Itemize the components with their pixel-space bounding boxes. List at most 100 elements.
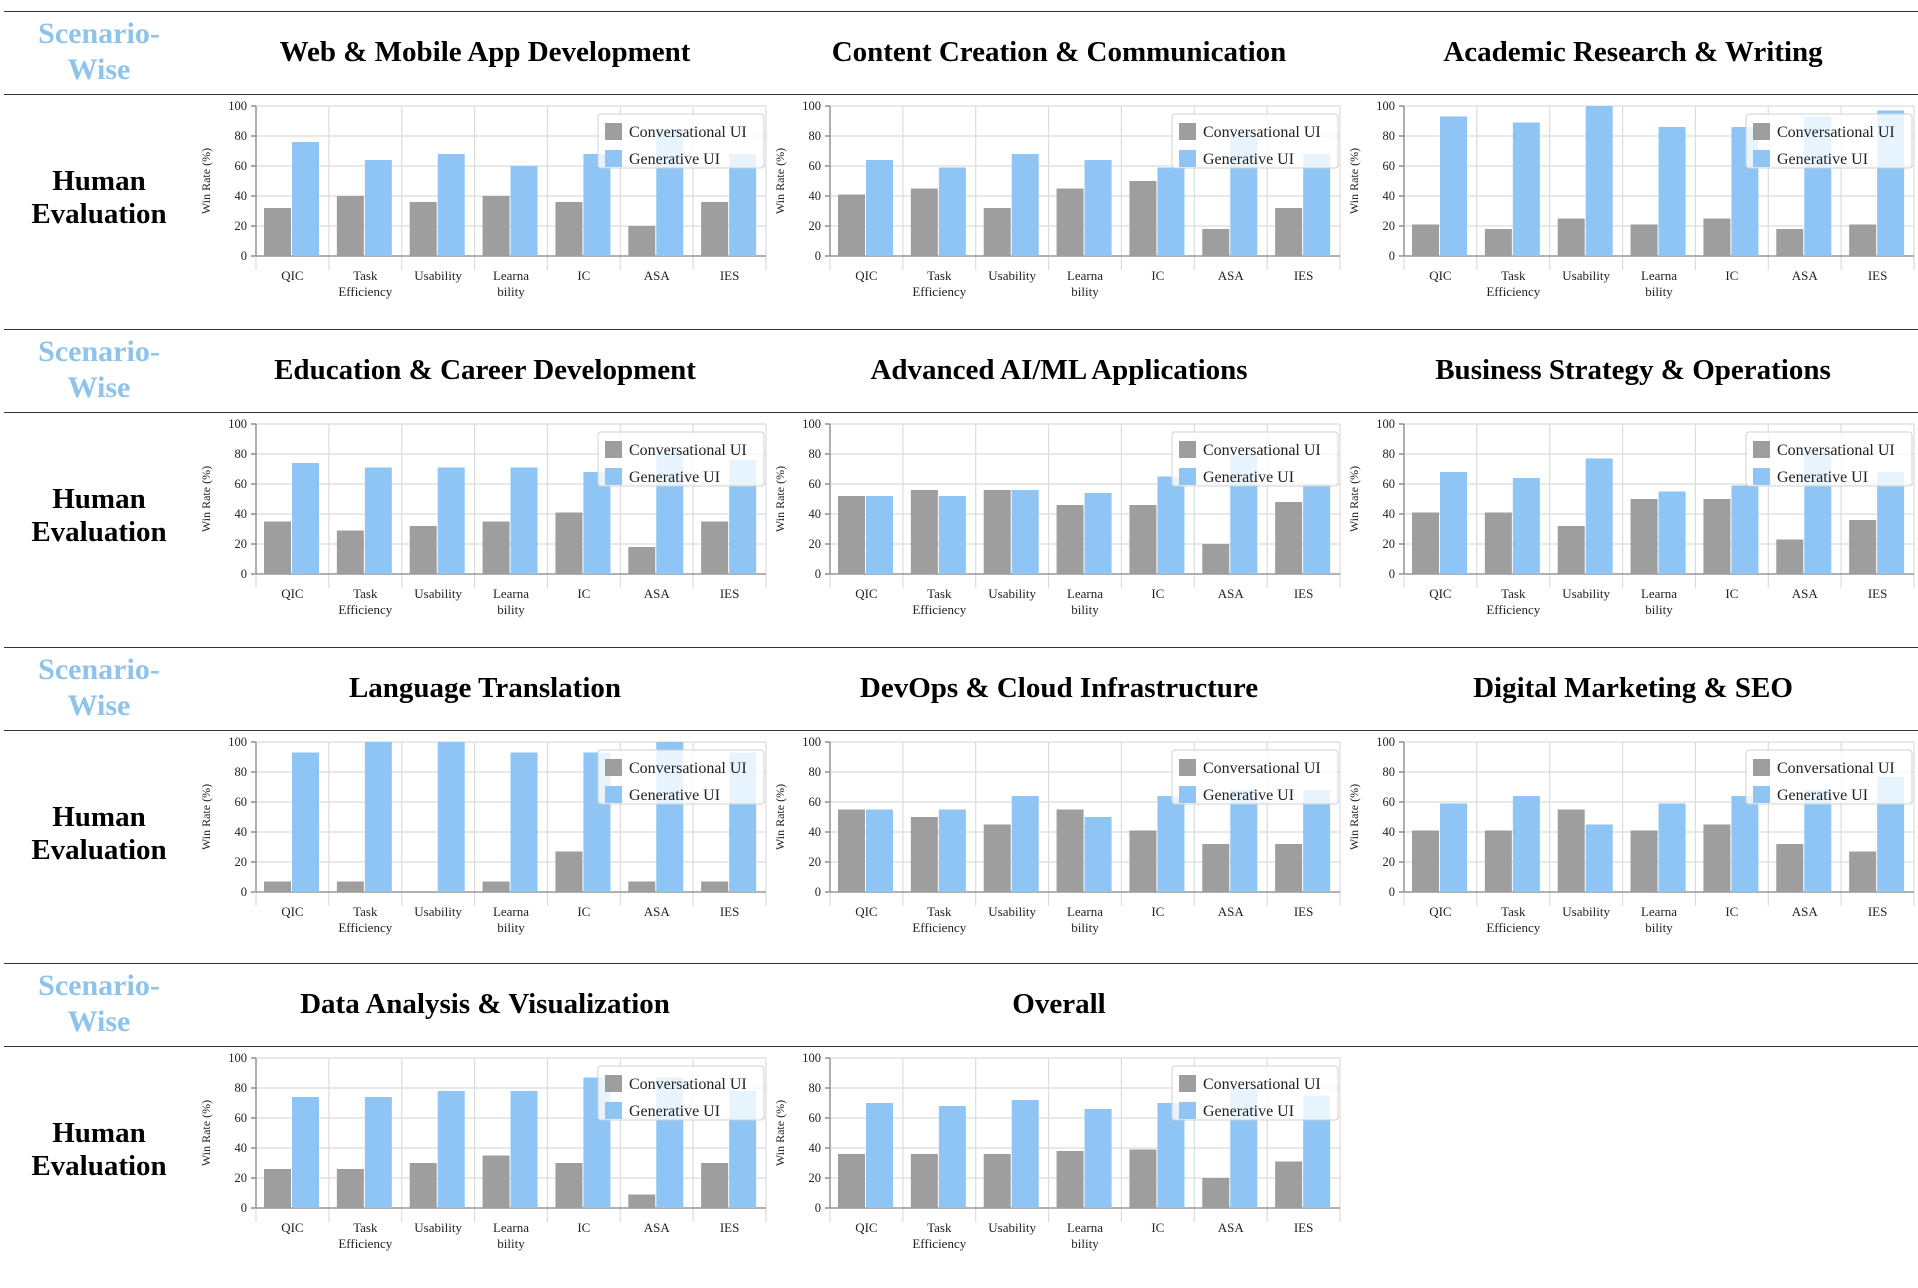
x-tick-label: Usability xyxy=(988,268,1036,283)
x-tick-label: IES xyxy=(720,1220,740,1235)
y-axis-label: Win Rate (%) xyxy=(1347,148,1361,214)
legend-swatch xyxy=(1179,150,1196,167)
bar-generative xyxy=(866,160,893,256)
y-axis-label: Win Rate (%) xyxy=(199,466,213,532)
legend-swatch xyxy=(1179,786,1196,803)
y-tick-label: 60 xyxy=(809,159,822,173)
bar-conversational xyxy=(555,202,583,256)
bar-conversational xyxy=(1630,224,1658,256)
bar-conversational xyxy=(910,1154,938,1208)
bar-generative xyxy=(364,742,392,892)
x-tick-label: Learna xyxy=(1067,904,1103,919)
x-tick-label: bility xyxy=(497,1236,525,1251)
bar-generative xyxy=(1585,106,1613,256)
bar-conversational xyxy=(1275,844,1303,892)
y-axis-label: Win Rate (%) xyxy=(1347,466,1361,532)
row-mid-rule xyxy=(4,1046,1918,1047)
x-tick-label: bility xyxy=(1645,284,1673,299)
bar-generative xyxy=(1303,790,1331,892)
legend-swatch xyxy=(1753,759,1770,776)
y-tick-label: 40 xyxy=(809,189,822,203)
x-tick-label: Efficiency xyxy=(912,920,966,935)
bar-conversational xyxy=(701,521,729,574)
bar-conversational xyxy=(1275,208,1303,256)
legend-entry: Generative UI xyxy=(1203,787,1294,804)
bar-generative xyxy=(292,1097,319,1208)
x-tick-label: Task xyxy=(927,586,952,601)
row-top-rule xyxy=(4,329,1918,330)
x-tick-label: Usability xyxy=(988,586,1036,601)
bar-generative xyxy=(1440,472,1467,574)
y-tick-label: 60 xyxy=(235,477,248,491)
bar-generative xyxy=(1084,1109,1112,1208)
y-tick-label: 0 xyxy=(1389,567,1395,581)
legend-swatch xyxy=(605,150,622,167)
x-tick-label: IES xyxy=(720,586,740,601)
x-tick-label: QIC xyxy=(855,904,877,919)
bar-generative xyxy=(292,463,319,574)
y-tick-label: 100 xyxy=(228,1051,247,1065)
scenario-wise-label: Scenario- Wise xyxy=(38,335,160,404)
x-tick-label: bility xyxy=(497,920,525,935)
x-tick-label: bility xyxy=(1645,920,1673,935)
x-tick-label: Task xyxy=(353,904,378,919)
row-mid-rule xyxy=(4,412,1918,413)
bar-generative xyxy=(1157,476,1185,574)
bar-conversational xyxy=(1776,539,1804,574)
bar-generative xyxy=(938,1106,966,1208)
scenario-wise-label: Scenario- Wise xyxy=(38,969,160,1038)
x-tick-label: ASA xyxy=(1218,586,1245,601)
x-tick-label: Learna xyxy=(1641,268,1677,283)
x-tick-label: Learna xyxy=(1641,904,1677,919)
bar-conversational xyxy=(1776,229,1804,256)
bar-generative xyxy=(866,496,893,574)
legend-entry: Generative UI xyxy=(1777,151,1868,168)
legend-entry: Conversational UI xyxy=(1203,124,1321,141)
legend-entry: Conversational UI xyxy=(629,760,747,777)
row-mid-rule xyxy=(4,94,1918,95)
y-tick-label: 40 xyxy=(1383,189,1396,203)
x-tick-label: bility xyxy=(1071,1236,1099,1251)
legend-entry: Conversational UI xyxy=(629,124,747,141)
y-tick-label: 80 xyxy=(1383,129,1396,143)
bar-conversational xyxy=(1129,830,1157,892)
x-tick-label: Task xyxy=(1501,586,1526,601)
scenario-wise-label: Scenario- Wise xyxy=(38,17,160,86)
bar-generative xyxy=(938,809,966,892)
y-tick-label: 0 xyxy=(241,885,247,899)
x-tick-label: IES xyxy=(1868,904,1888,919)
x-tick-label: Efficiency xyxy=(338,1236,392,1251)
bar-conversational xyxy=(628,1194,656,1208)
x-tick-label: QIC xyxy=(1429,268,1451,283)
bar-conversational xyxy=(1703,824,1731,892)
bar-conversational xyxy=(838,496,865,574)
x-tick-label: Efficiency xyxy=(912,602,966,617)
bar-generative xyxy=(292,142,319,256)
legend xyxy=(1745,113,1913,169)
y-tick-label: 40 xyxy=(809,1141,822,1155)
y-tick-label: 80 xyxy=(809,447,822,461)
legend-entry: Conversational UI xyxy=(1777,760,1895,777)
bar-conversational xyxy=(1056,505,1084,574)
row-top-rule xyxy=(4,11,1918,12)
legend-entry: Conversational UI xyxy=(629,442,747,459)
x-tick-label: Efficiency xyxy=(338,602,392,617)
bar-generative xyxy=(1877,472,1905,574)
bar-conversational xyxy=(701,881,729,892)
x-tick-label: bility xyxy=(1071,284,1099,299)
x-tick-label: bility xyxy=(497,284,525,299)
x-tick-label: QIC xyxy=(855,1220,877,1235)
bar-conversational xyxy=(482,196,510,256)
bar-generative xyxy=(1084,493,1112,574)
bar-generative xyxy=(1011,796,1039,892)
bar-conversational xyxy=(1056,809,1084,892)
legend xyxy=(1745,431,1913,487)
bar-conversational xyxy=(701,202,729,256)
bar-conversational xyxy=(1849,224,1877,256)
bar-conversational xyxy=(1703,499,1731,574)
y-tick-label: 20 xyxy=(809,1171,822,1185)
bar-generative xyxy=(292,752,319,892)
legend-entry: Conversational UI xyxy=(1777,124,1895,141)
